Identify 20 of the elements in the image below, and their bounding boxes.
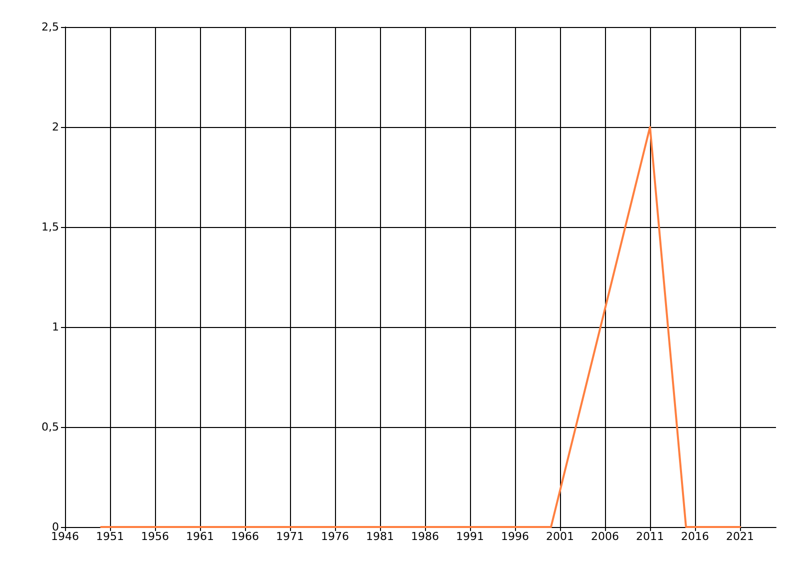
- x-tick-label: 2016: [681, 530, 709, 543]
- y-tick-label: 1,5: [42, 220, 59, 234]
- y-tick-label: 2: [52, 120, 59, 134]
- y-tick-label: 2,5: [42, 20, 59, 34]
- x-tick-label: 1976: [321, 530, 349, 543]
- x-tick-label: 1966: [231, 530, 259, 543]
- x-tick-label: 1971: [276, 530, 304, 543]
- x-tick-label: 2006: [591, 530, 619, 543]
- x-tick-label: 1951: [96, 530, 124, 543]
- x-tick-label: 1956: [141, 530, 169, 543]
- x-tick-label: 1996: [501, 530, 529, 543]
- x-tick-label: 2011: [636, 530, 664, 543]
- x-tick-label: 1991: [456, 530, 484, 543]
- x-tick-label: 1986: [411, 530, 439, 543]
- x-tick-label: 1981: [366, 530, 394, 543]
- y-tick-label: 0,5: [42, 420, 59, 434]
- x-tick-label: 2021: [726, 530, 754, 543]
- y-tick-label: 1: [52, 320, 59, 334]
- x-tick-label: 1961: [186, 530, 214, 543]
- x-tick-label: 2001: [546, 530, 574, 543]
